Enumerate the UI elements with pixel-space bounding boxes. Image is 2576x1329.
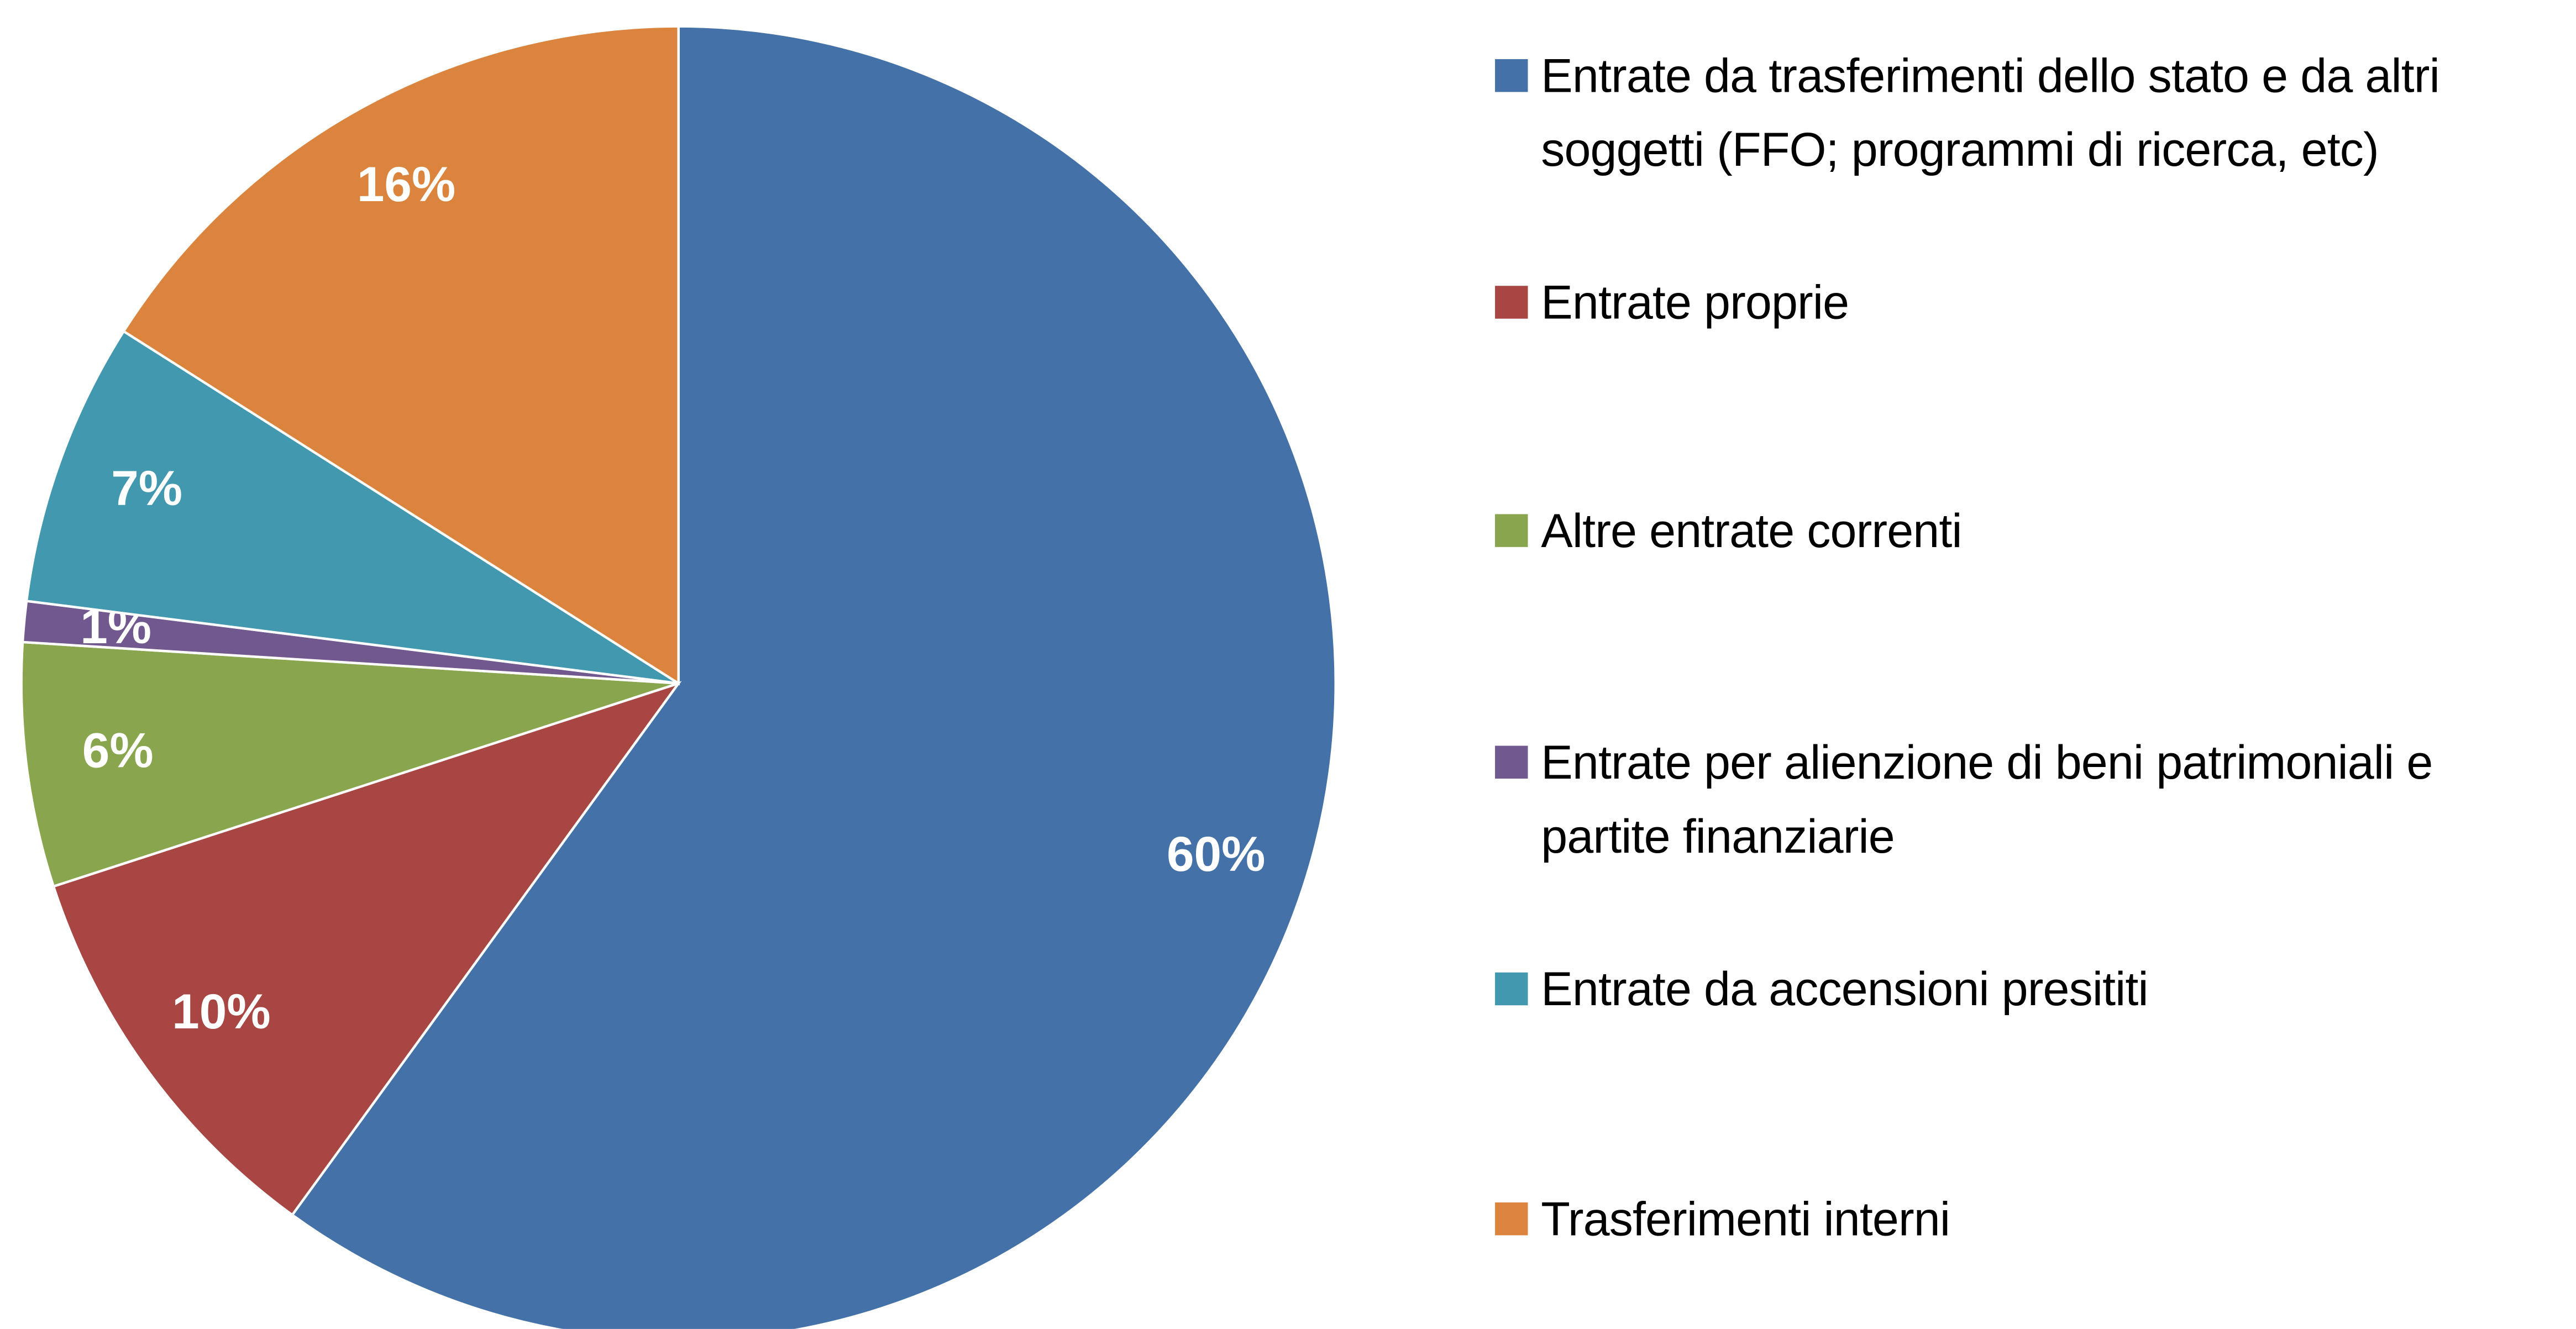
legend-label: Altre entrate correnti xyxy=(1541,506,1962,559)
data-label: 10% xyxy=(172,984,270,1039)
pie-slice xyxy=(25,329,679,685)
pie-slice xyxy=(122,25,680,686)
legend-label: Entrate per alienzione di beni patrimoni… xyxy=(1541,737,2433,864)
data-label: 6% xyxy=(82,722,154,778)
legend-swatch xyxy=(1495,972,1528,1006)
data-label: 16% xyxy=(357,156,455,212)
legend-item: Entrate proprie xyxy=(1495,268,2563,342)
legend-item: Entrate per alienzione di beni patrimoni… xyxy=(1495,728,2563,876)
legend-label: Entrate da accensioni presititi xyxy=(1541,964,2148,1017)
legend-item: Entrate da accensioni presititi xyxy=(1495,954,2563,1028)
pie-slice xyxy=(20,640,679,888)
legend-label: Entrate proprie xyxy=(1541,277,1849,330)
data-label: 60% xyxy=(1167,826,1265,881)
legend-item: Altre entrate correnti xyxy=(1495,496,2563,570)
legend-swatch xyxy=(1495,514,1528,547)
legend-label: Entrate da trasferimenti dello stato e d… xyxy=(1541,51,2439,178)
legend-item: Trasferimenti interni xyxy=(1495,1184,2563,1258)
legend-swatch xyxy=(1495,286,1528,319)
legend-swatch xyxy=(1495,59,1528,92)
pie-slice xyxy=(290,25,1337,1329)
legend-swatch xyxy=(1495,745,1528,779)
legend-label: Trasferimenti interni xyxy=(1541,1194,1950,1247)
pie-slice xyxy=(52,681,682,1217)
legend-item: Entrate da trasferimenti dello stato e d… xyxy=(1495,41,2563,189)
data-label: 7% xyxy=(111,460,182,516)
legend-swatch xyxy=(1495,1202,1528,1236)
